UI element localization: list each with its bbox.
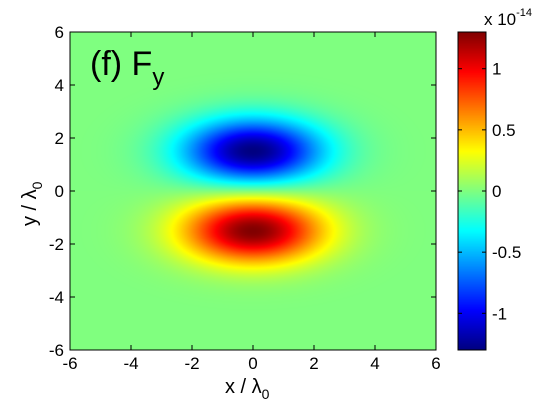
x-axis-label: x / λ0 [225,376,270,402]
heatmap-canvas [70,32,436,350]
colorbar-tick-label: 0.5 [492,121,516,140]
y-tick-label: -2 [49,235,64,254]
x-axis-label-main: x / λ [225,376,262,398]
y-tick-label: 6 [55,23,64,42]
x-tick-label: -6 [62,354,77,373]
colorbar-canvas [458,32,486,350]
colorbar-tick-label: 1 [492,60,501,79]
x-tick-label: 0 [248,354,257,373]
colorbar-multiplier: x 10-14 [484,7,532,29]
heatmap-image-wrapper [70,32,436,350]
panel-title-subscript: y [152,64,164,91]
x-tick-label: 4 [370,354,379,373]
y-tick-label: 2 [55,129,64,148]
x-tick-label: 2 [309,354,318,373]
colorbar-multiplier-exponent: -14 [516,7,532,19]
colorbar-tick-label: -0.5 [492,243,521,262]
colorbar: -1 -0.5 0 0.5 1 x 10-14 [457,7,532,351]
x-axis-ticks: -6 -4 -2 0 2 4 6 [62,32,441,373]
y-tick-label: -4 [49,288,64,307]
panel-title-main: (f) F [90,45,152,83]
y-tick-label: 4 [55,76,64,95]
colorbar-multiplier-base: x 10 [484,10,516,29]
colorbar-tick-label: -1 [492,304,507,323]
y-axis-label-main: y / λ [19,189,41,226]
colorbar-tick-label: 0 [492,182,501,201]
y-axis-ticks: -6 -4 -2 0 2 4 6 [49,23,436,360]
y-tick-label: -6 [49,341,64,360]
x-axis-label-subscript: 0 [262,386,270,402]
y-axis-label: y / λ0 [19,181,45,226]
x-tick-label: -4 [123,354,138,373]
y-tick-label: 0 [55,182,64,201]
colorbar-image-wrapper [458,32,486,350]
panel-title: (f) Fy [90,45,164,91]
heatmap-plot [69,31,437,351]
x-tick-label: -2 [184,354,199,373]
y-axis-label-subscript: 0 [29,181,45,189]
x-tick-label: 6 [431,354,440,373]
colorbar-ticks: -1 -0.5 0 0.5 1 [458,60,521,323]
